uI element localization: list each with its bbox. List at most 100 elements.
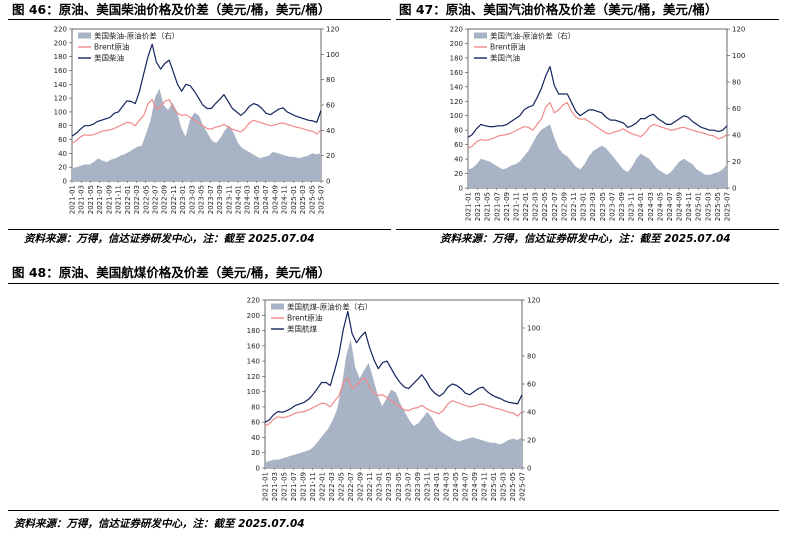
fig47-x-tick-label: 2024-11	[685, 192, 693, 221]
fig47-left-tick-label: 40	[454, 156, 463, 164]
fig47-x-tick-label: 2021-01	[465, 192, 473, 221]
figure-46-title: 图 46：原油、美国柴油价格及价差（美元/桶，美元/桶）	[12, 2, 331, 17]
fig46-right-tick-label: 0	[326, 178, 330, 186]
fig48-left-tick-label: 60	[251, 419, 260, 427]
fig46-x-tick-label: 2025-03	[299, 185, 307, 214]
fig48-left-tick-label: 160	[247, 342, 260, 350]
fig47-x-tick-label: 2023-07	[608, 192, 616, 221]
fig46-legend-label: 美国柴油	[94, 53, 124, 63]
fig48-x-tick-label: 2021-07	[290, 472, 298, 501]
fig47-x-tick-label: 2022-01	[522, 192, 530, 221]
fig46-legend-label: Brent原油	[94, 42, 129, 52]
fig47-right-tick-label: 100	[732, 52, 745, 60]
fig47-x-tick-label: 2021-05	[484, 192, 492, 221]
fig48-legend-label: Brent原油	[287, 313, 322, 323]
fig48-brent-line	[264, 377, 523, 427]
fig48-left-tick-label: 80	[251, 403, 260, 411]
fig47-legend-label: 美国汽油-原油价差（右）	[490, 31, 575, 41]
fig46-right-tick-label: 80	[326, 76, 335, 84]
figure-48-bottom-rule	[8, 510, 779, 511]
fig46-x-tick-label: 2025-01	[290, 185, 298, 214]
fig46-x-tick-label: 2024-05	[253, 185, 261, 214]
fig46-left-tick-label: 220	[54, 26, 67, 34]
fig47-x-tick-label: 2024-09	[676, 192, 684, 221]
fig47-x-tick-label: 2021-03	[474, 192, 482, 221]
fig48-x-tick-label: 2022-11	[366, 472, 374, 501]
fig47-x-tick-label: 2024-05	[656, 192, 664, 221]
fig46-x-tick-label: 2021-11	[115, 185, 123, 214]
fig47-right-tick-label: 0	[732, 185, 736, 193]
fig47-left-tick-label: 100	[450, 112, 463, 120]
fig47-left-tick-label: 160	[450, 69, 463, 77]
fig47-x-tick-label: 2023-05	[599, 192, 607, 221]
fig47-left-tick-label: 220	[450, 26, 463, 34]
fig48-left-tick-label: 100	[247, 388, 260, 396]
fig47-legend-label: 美国汽油	[490, 53, 520, 63]
fig47-right-tick-label: 20	[732, 158, 741, 166]
fig48-x-tick-label: 2024-11	[480, 472, 488, 501]
fig48-legend-label: 美国航煤-原油价差（右）	[287, 302, 372, 312]
fig46-left-tick-label: 200	[54, 39, 67, 47]
fig47-left-tick-label: 140	[450, 83, 463, 91]
figure-46-bottom-rule	[8, 229, 391, 230]
fig48-x-tick-label: 2024-07	[461, 472, 469, 501]
fig46-x-tick-label: 2022-09	[161, 185, 169, 214]
fig48-x-tick-label: 2022-01	[319, 472, 327, 501]
fig47-x-tick-label: 2023-11	[628, 192, 636, 221]
fig46-legend-label: 美国柴油-原油价差（右）	[94, 31, 179, 41]
fig46-x-tick-label: 2022-07	[152, 185, 160, 214]
fig48-x-tick-label: 2023-09	[414, 472, 422, 501]
fig47-left-tick-label: 60	[454, 141, 463, 149]
fig47-right-tick-label: 120	[732, 26, 745, 34]
fig46-x-tick-label: 2023-11	[225, 185, 233, 214]
figure-47-source: 资料来源：万得，信达证券研发中心，注：截至 2025.07.04	[440, 233, 731, 245]
fig47-x-tick-label: 2022-09	[560, 192, 568, 221]
fig48-x-tick-label: 2025-01	[490, 472, 498, 501]
fig48-x-tick-label: 2023-11	[423, 472, 431, 501]
fig46-x-tick-label: 2024-09	[271, 185, 279, 214]
fig46-left-tick-label: 120	[54, 95, 67, 103]
fig46-x-tick-label: 2024-01	[235, 185, 243, 214]
fig47-x-tick-label: 2024-07	[666, 192, 674, 221]
fig46-x-tick-label: 2021-01	[69, 185, 77, 214]
fig48-x-tick-label: 2021-11	[309, 472, 317, 501]
fig47-brent-line	[467, 102, 728, 149]
fig47-spread-area	[468, 124, 727, 188]
fig47-left-tick-label: 0	[459, 185, 463, 193]
fig48-right-tick-label: 40	[527, 409, 536, 417]
fig47-x-tick-label: 2022-03	[532, 192, 540, 221]
fig46-left-tick-label: 80	[58, 122, 67, 130]
fig47-x-tick-label: 2025-01	[695, 192, 703, 221]
figure-47-top-rule	[396, 19, 779, 20]
fig48-right-tick-label: 0	[527, 465, 531, 473]
fig48-x-tick-label: 2025-05	[509, 472, 517, 501]
fig46-x-tick-label: 2021-05	[87, 185, 95, 214]
fig48-left-tick-label: 120	[247, 373, 260, 381]
fig46-x-tick-label: 2021-07	[96, 185, 104, 214]
fig47-legend-label: Brent原油	[490, 42, 525, 52]
fig46-right-tick-label: 60	[326, 102, 335, 110]
fig47-x-tick-label: 2023-01	[580, 192, 588, 221]
fig46-x-tick-label: 2023-05	[198, 185, 206, 214]
fig48-legend-label: 美国航煤	[287, 324, 317, 334]
fig48-x-tick-label: 2024-05	[452, 472, 460, 501]
figure-46-top-rule	[8, 19, 391, 20]
fig46-x-tick-label: 2023-03	[188, 185, 196, 214]
fig48-x-tick-label: 2024-03	[442, 472, 450, 501]
fig46-left-tick-label: 140	[54, 81, 67, 89]
fig47-right-tick-label: 60	[732, 105, 741, 113]
fig46-x-tick-label: 2022-01	[124, 185, 132, 214]
fig48-x-tick-label: 2022-05	[338, 472, 346, 501]
fig46-x-tick-label: 2025-07	[318, 185, 326, 214]
fig48-x-tick-label: 2021-09	[300, 472, 308, 501]
fig47-x-tick-label: 2021-11	[512, 192, 520, 221]
fig48-left-tick-label: 40	[251, 434, 260, 442]
fig46-x-tick-label: 2022-11	[170, 185, 178, 214]
fig48-left-tick-label: 0	[256, 465, 260, 473]
fig48-left-tick-label: 180	[247, 327, 260, 335]
fig47-x-tick-label: 2025-03	[704, 192, 712, 221]
fig48-product-line	[264, 310, 523, 423]
fig46-right-tick-label: 40	[326, 127, 335, 135]
fig46-left-tick-label: 160	[54, 67, 67, 75]
